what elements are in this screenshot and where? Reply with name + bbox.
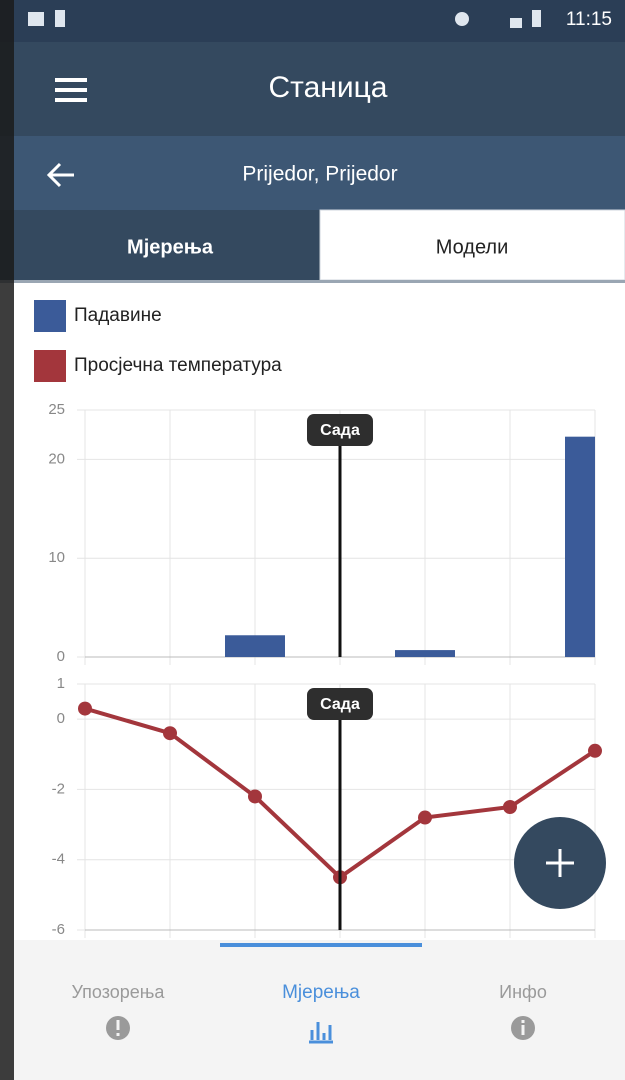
now-label: Сада (320, 696, 360, 713)
screen-edge (0, 0, 14, 1080)
point (418, 810, 432, 825)
now-badge (307, 414, 373, 446)
nav-item[interactable]: Инфо (499, 982, 547, 1040)
bottom-nav (0, 940, 625, 1080)
legend-swatch (34, 300, 66, 332)
app-bar (0, 42, 625, 136)
chart: 0 10 20 25 Сада (48, 401, 596, 665)
bar (565, 436, 595, 657)
bar (395, 650, 455, 657)
menu-line (55, 98, 87, 102)
y-tick-label: 10 (48, 549, 65, 566)
sub-bar (0, 136, 625, 210)
y-tick-label: -6 (52, 921, 65, 938)
status-icon (532, 10, 541, 27)
nav-label: Упозорења (72, 982, 166, 1002)
status-time: 11:15 (566, 9, 612, 30)
nav-icon (116, 1033, 120, 1036)
now-label: Сада (320, 422, 360, 439)
legend-swatch (34, 350, 66, 382)
tab-label: Мјерења (127, 236, 214, 258)
fab-plus (546, 849, 574, 877)
nav-indicator (220, 943, 422, 947)
nav-label: Мјерења (282, 982, 360, 1003)
tab-label: Модели (436, 236, 509, 258)
y-tick-label: -2 (52, 780, 65, 797)
nav-icon (116, 1020, 120, 1030)
status-icon (455, 12, 469, 26)
now-badge (307, 688, 373, 720)
nav-icon (309, 1022, 333, 1044)
nav-icon (521, 1020, 525, 1023)
y-tick-label: 25 (48, 401, 65, 418)
nav-icon (521, 1025, 525, 1035)
fab[interactable] (514, 817, 606, 909)
y-tick-label: -4 (52, 851, 65, 868)
point (78, 701, 92, 716)
status-bar (0, 0, 625, 42)
station-name: Prijedor, Prijedor (242, 163, 397, 186)
point (163, 726, 177, 741)
point (503, 800, 517, 814)
legend-label: Просјечна температура (74, 355, 282, 376)
y-tick-label: 0 (57, 648, 65, 665)
bar (225, 635, 285, 657)
y-tick-label: 0 (57, 710, 65, 727)
status-icon (510, 18, 522, 28)
tab-shadow (0, 280, 625, 283)
y-tick-label: 1 (57, 675, 65, 692)
point (588, 743, 602, 758)
menu-button[interactable] (55, 78, 87, 102)
menu-line (55, 88, 87, 92)
menu-line (55, 78, 87, 82)
point (248, 789, 262, 804)
nav-item[interactable]: Мјерења (282, 982, 360, 1044)
nav-item[interactable]: Упозорења (72, 982, 166, 1040)
tab[interactable] (319, 209, 625, 281)
status-icon (55, 10, 65, 27)
y-tick-label: 20 (48, 450, 65, 467)
tab-active[interactable] (0, 210, 320, 280)
status-icon (28, 12, 44, 26)
back-button[interactable] (46, 162, 74, 188)
nav-label: Инфо (499, 982, 547, 1002)
app-title: Станица (269, 71, 388, 104)
chart: -6 -4 -2 0 1 Сада (52, 675, 602, 938)
legend-label: Падавине (74, 305, 162, 326)
bar-group (225, 436, 595, 657)
